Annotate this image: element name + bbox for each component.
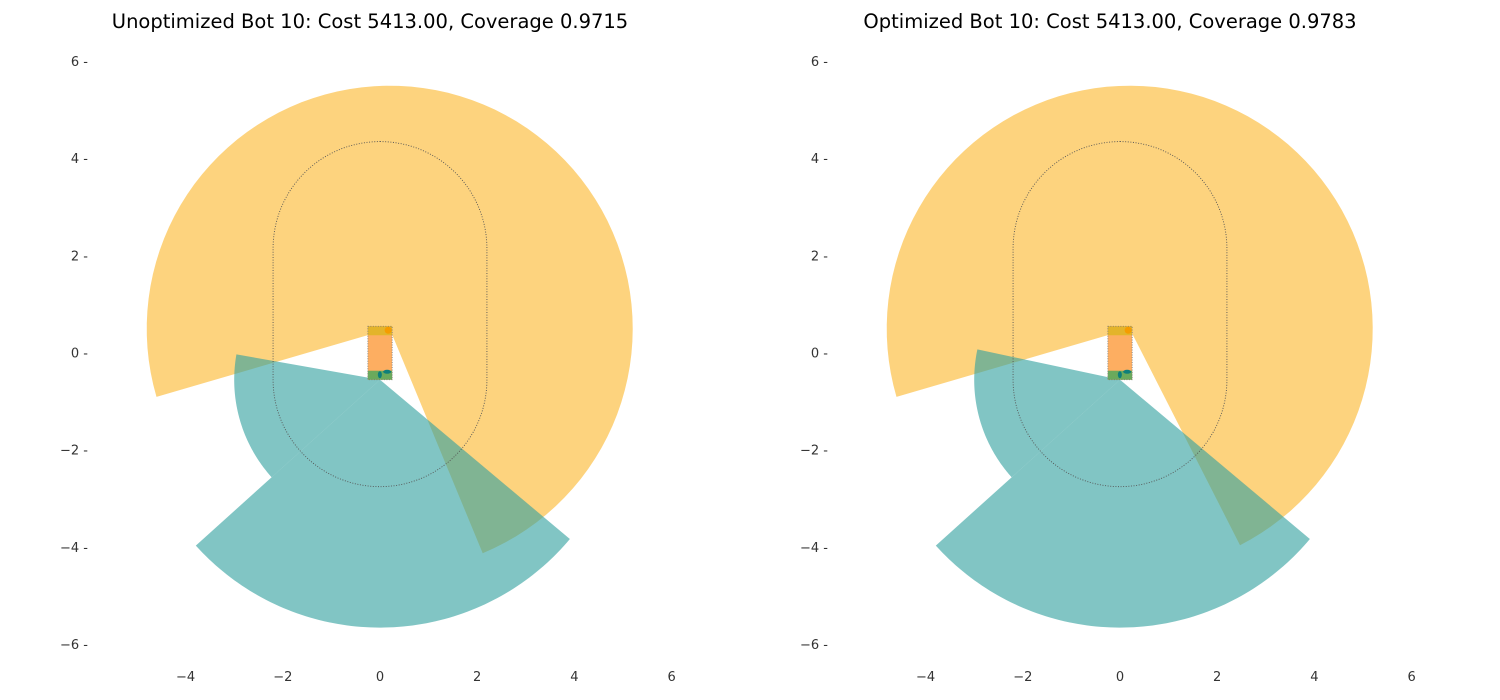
right-sensor-sector-1 [886, 85, 1373, 546]
right-chart-plot: −4 −2 0 2 4 6 −6 - −4 - −2 - 0 - 2 - 4 - 6 - [800, 55, 1416, 685]
right-x-tick-label: −4 [916, 670, 935, 685]
left-chart-panel: Unoptimized Bot 10: Cost 5413.00, Covera… [0, 0, 740, 700]
right-x-tick-label: 0 [1116, 670, 1124, 685]
right-y-tick-label: −4 - [800, 541, 828, 556]
left-coverage-outline [272, 141, 488, 488]
left-sensor-sector-3 [195, 379, 570, 628]
right-rear-sensor-marker-2 [1117, 371, 1122, 379]
right-y-tick-label: −6 - [800, 638, 828, 653]
right-rear-sensor-marker-1 [1123, 369, 1132, 374]
right-x-tick-label: 4 [1310, 670, 1318, 685]
left-x-tick-label: −4 [176, 670, 195, 685]
left-chart-plot: −4 −2 0 2 4 6 −6 - −4 - −2 - 0 - 2 - 4 - 6 - [60, 55, 676, 685]
left-sensor-sector-1 [146, 85, 633, 554]
right-body-front-strip [1107, 326, 1133, 336]
left-y-tick-label: 2 - [71, 249, 88, 264]
left-sensor-sector-2 [234, 354, 380, 478]
left-x-tick-label: −2 [273, 670, 292, 685]
right-sensor-sector-2 [974, 349, 1120, 478]
left-front-sensor-marker [384, 326, 392, 334]
right-robot-body [1107, 325, 1133, 381]
right-y-tick-label: −2 - [800, 444, 828, 459]
left-x-tick-label: 0 [376, 670, 384, 685]
right-front-sensor-marker [1124, 326, 1132, 334]
left-y-tick-label: 4 - [71, 152, 88, 167]
left-body-front-strip [367, 326, 393, 336]
right-y-tick-label: 6 - [811, 55, 828, 70]
left-rear-sensor-marker-2 [377, 371, 382, 379]
right-chart-panel: Optimized Bot 10: Cost 5413.00, Coverage… [740, 0, 1480, 700]
left-y-tick-label: 6 - [71, 55, 88, 70]
left-robot-body [367, 325, 393, 381]
right-y-tick-label: 4 - [811, 152, 828, 167]
right-chart-title: Optimized Bot 10: Cost 5413.00, Coverage… [863, 10, 1357, 33]
left-rear-sensor-marker-1 [383, 369, 392, 374]
left-y-tick-label: 0 - [71, 347, 88, 362]
right-x-tick-label: −2 [1013, 670, 1032, 685]
left-y-tick-label: −4 - [60, 541, 88, 556]
left-y-tick-label: −2 - [60, 444, 88, 459]
right-x-tick-label: 6 [1407, 670, 1415, 685]
right-coverage-outline [1012, 141, 1228, 488]
right-y-tick-label: 0 - [811, 347, 828, 362]
left-x-tick-label: 2 [473, 670, 481, 685]
left-y-tick-label: −6 - [60, 638, 88, 653]
left-chart-title: Unoptimized Bot 10: Cost 5413.00, Covera… [111, 10, 629, 33]
left-x-tick-label: 4 [570, 670, 578, 685]
left-x-tick-label: 6 [667, 670, 675, 685]
right-y-tick-label: 2 - [811, 249, 828, 264]
right-sensor-sector-3 [935, 379, 1310, 628]
right-x-tick-label: 2 [1213, 670, 1221, 685]
